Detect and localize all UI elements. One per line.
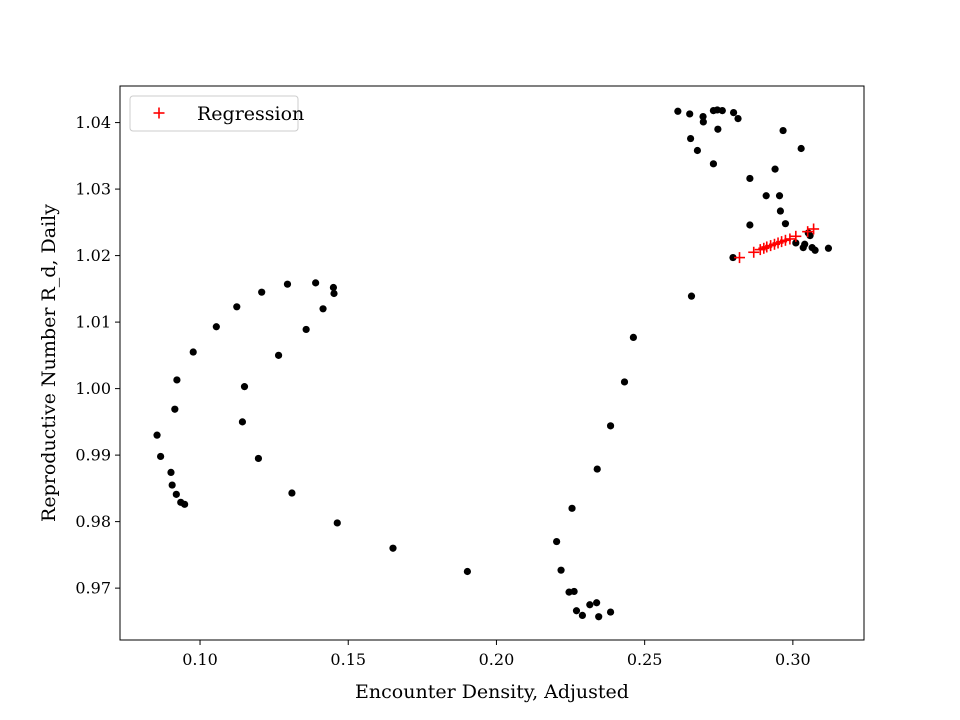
data-point [172, 490, 180, 498]
data-point [330, 289, 338, 298]
y-tick-label: 1.03 [75, 180, 111, 199]
x-tick-label: 0.30 [775, 650, 811, 669]
y-tick-label: 1.02 [75, 246, 111, 265]
observed-points [153, 106, 833, 621]
legend-box [129, 95, 299, 132]
x-tick-label: 0.20 [479, 650, 515, 669]
data-point [811, 246, 819, 254]
data-point [254, 454, 263, 463]
data-point [283, 280, 292, 288]
x-tick-label: 0.10 [182, 650, 218, 669]
x-axis-ticks: 0.10 0.15 0.20 0.25 0.30 [182, 640, 811, 669]
data-point [173, 376, 181, 384]
data-point [797, 144, 805, 153]
y-tick-label: 0.98 [75, 512, 111, 531]
data-point [553, 537, 561, 546]
y-axis-ticks: 0.97 0.98 0.99 1.00 1.01 1.02 1.03 1.04 [75, 113, 120, 598]
data-point [212, 323, 220, 331]
data-point [177, 498, 185, 506]
data-point [699, 112, 707, 121]
data-point [781, 220, 790, 228]
data-point [157, 452, 165, 461]
y-axis-label: Reproductive Number R_d, Daily [38, 204, 60, 522]
data-point [746, 221, 754, 229]
data-point [792, 239, 800, 247]
data-point [746, 174, 754, 183]
x-axis-label: Encounter Density, Adjusted [355, 681, 629, 703]
legend: Regression [129, 95, 304, 132]
data-point [775, 192, 784, 200]
data-point [238, 418, 247, 426]
data-point [578, 611, 587, 619]
regression-point [790, 230, 802, 242]
data-point [593, 599, 601, 607]
data-point [771, 165, 779, 173]
data-point [319, 305, 327, 313]
data-point [776, 207, 785, 215]
data-point [329, 283, 338, 292]
data-point [288, 489, 296, 497]
regression-point [808, 223, 820, 235]
regression-point [748, 246, 760, 258]
data-point [168, 481, 176, 489]
data-point [333, 519, 341, 527]
data-point [801, 240, 809, 248]
data-point [687, 292, 696, 300]
data-point [593, 465, 601, 473]
data-point [686, 110, 694, 118]
data-point [620, 378, 629, 386]
data-point [312, 279, 320, 287]
data-point [718, 107, 726, 115]
x-tick-label: 0.25 [627, 650, 663, 669]
data-point [595, 613, 603, 621]
data-point [693, 146, 702, 155]
regression-point [802, 226, 814, 238]
legend-regression-label: Regression [197, 103, 304, 125]
data-point [557, 566, 565, 574]
data-point [824, 244, 833, 252]
data-point [629, 333, 637, 341]
data-point [568, 504, 576, 512]
regression-point [734, 252, 746, 264]
data-point [302, 325, 310, 334]
data-point [606, 608, 615, 616]
y-tick-label: 1.04 [75, 113, 111, 132]
data-point [734, 114, 742, 123]
data-point [153, 431, 161, 439]
data-point [167, 468, 175, 477]
data-point [572, 607, 581, 615]
plot-frame [119, 85, 865, 641]
y-tick-label: 1.00 [75, 379, 111, 398]
regression-point [784, 233, 796, 245]
data-point [779, 126, 787, 135]
data-point [762, 192, 770, 200]
regression-points [734, 223, 820, 264]
data-point [606, 422, 615, 430]
y-tick-label: 0.97 [75, 579, 111, 598]
x-tick-label: 0.15 [330, 650, 366, 669]
data-point [389, 544, 397, 552]
data-point [274, 351, 283, 359]
data-point [171, 405, 179, 413]
data-point [463, 567, 471, 576]
data-point [674, 107, 682, 115]
data-point [233, 303, 241, 311]
data-point [189, 348, 197, 356]
data-point [686, 134, 695, 143]
data-point [729, 253, 737, 262]
data-point [729, 109, 738, 117]
data-point [586, 601, 594, 609]
data-point [570, 587, 578, 596]
legend-regression-marker [153, 107, 165, 119]
data-point [714, 125, 722, 133]
data-point [709, 160, 718, 168]
y-tick-label: 1.01 [75, 313, 111, 332]
data-point [258, 288, 266, 296]
data-point [699, 118, 707, 126]
y-tick-label: 0.99 [75, 446, 111, 465]
regression-marker-icon [153, 107, 165, 119]
data-point [240, 383, 249, 391]
